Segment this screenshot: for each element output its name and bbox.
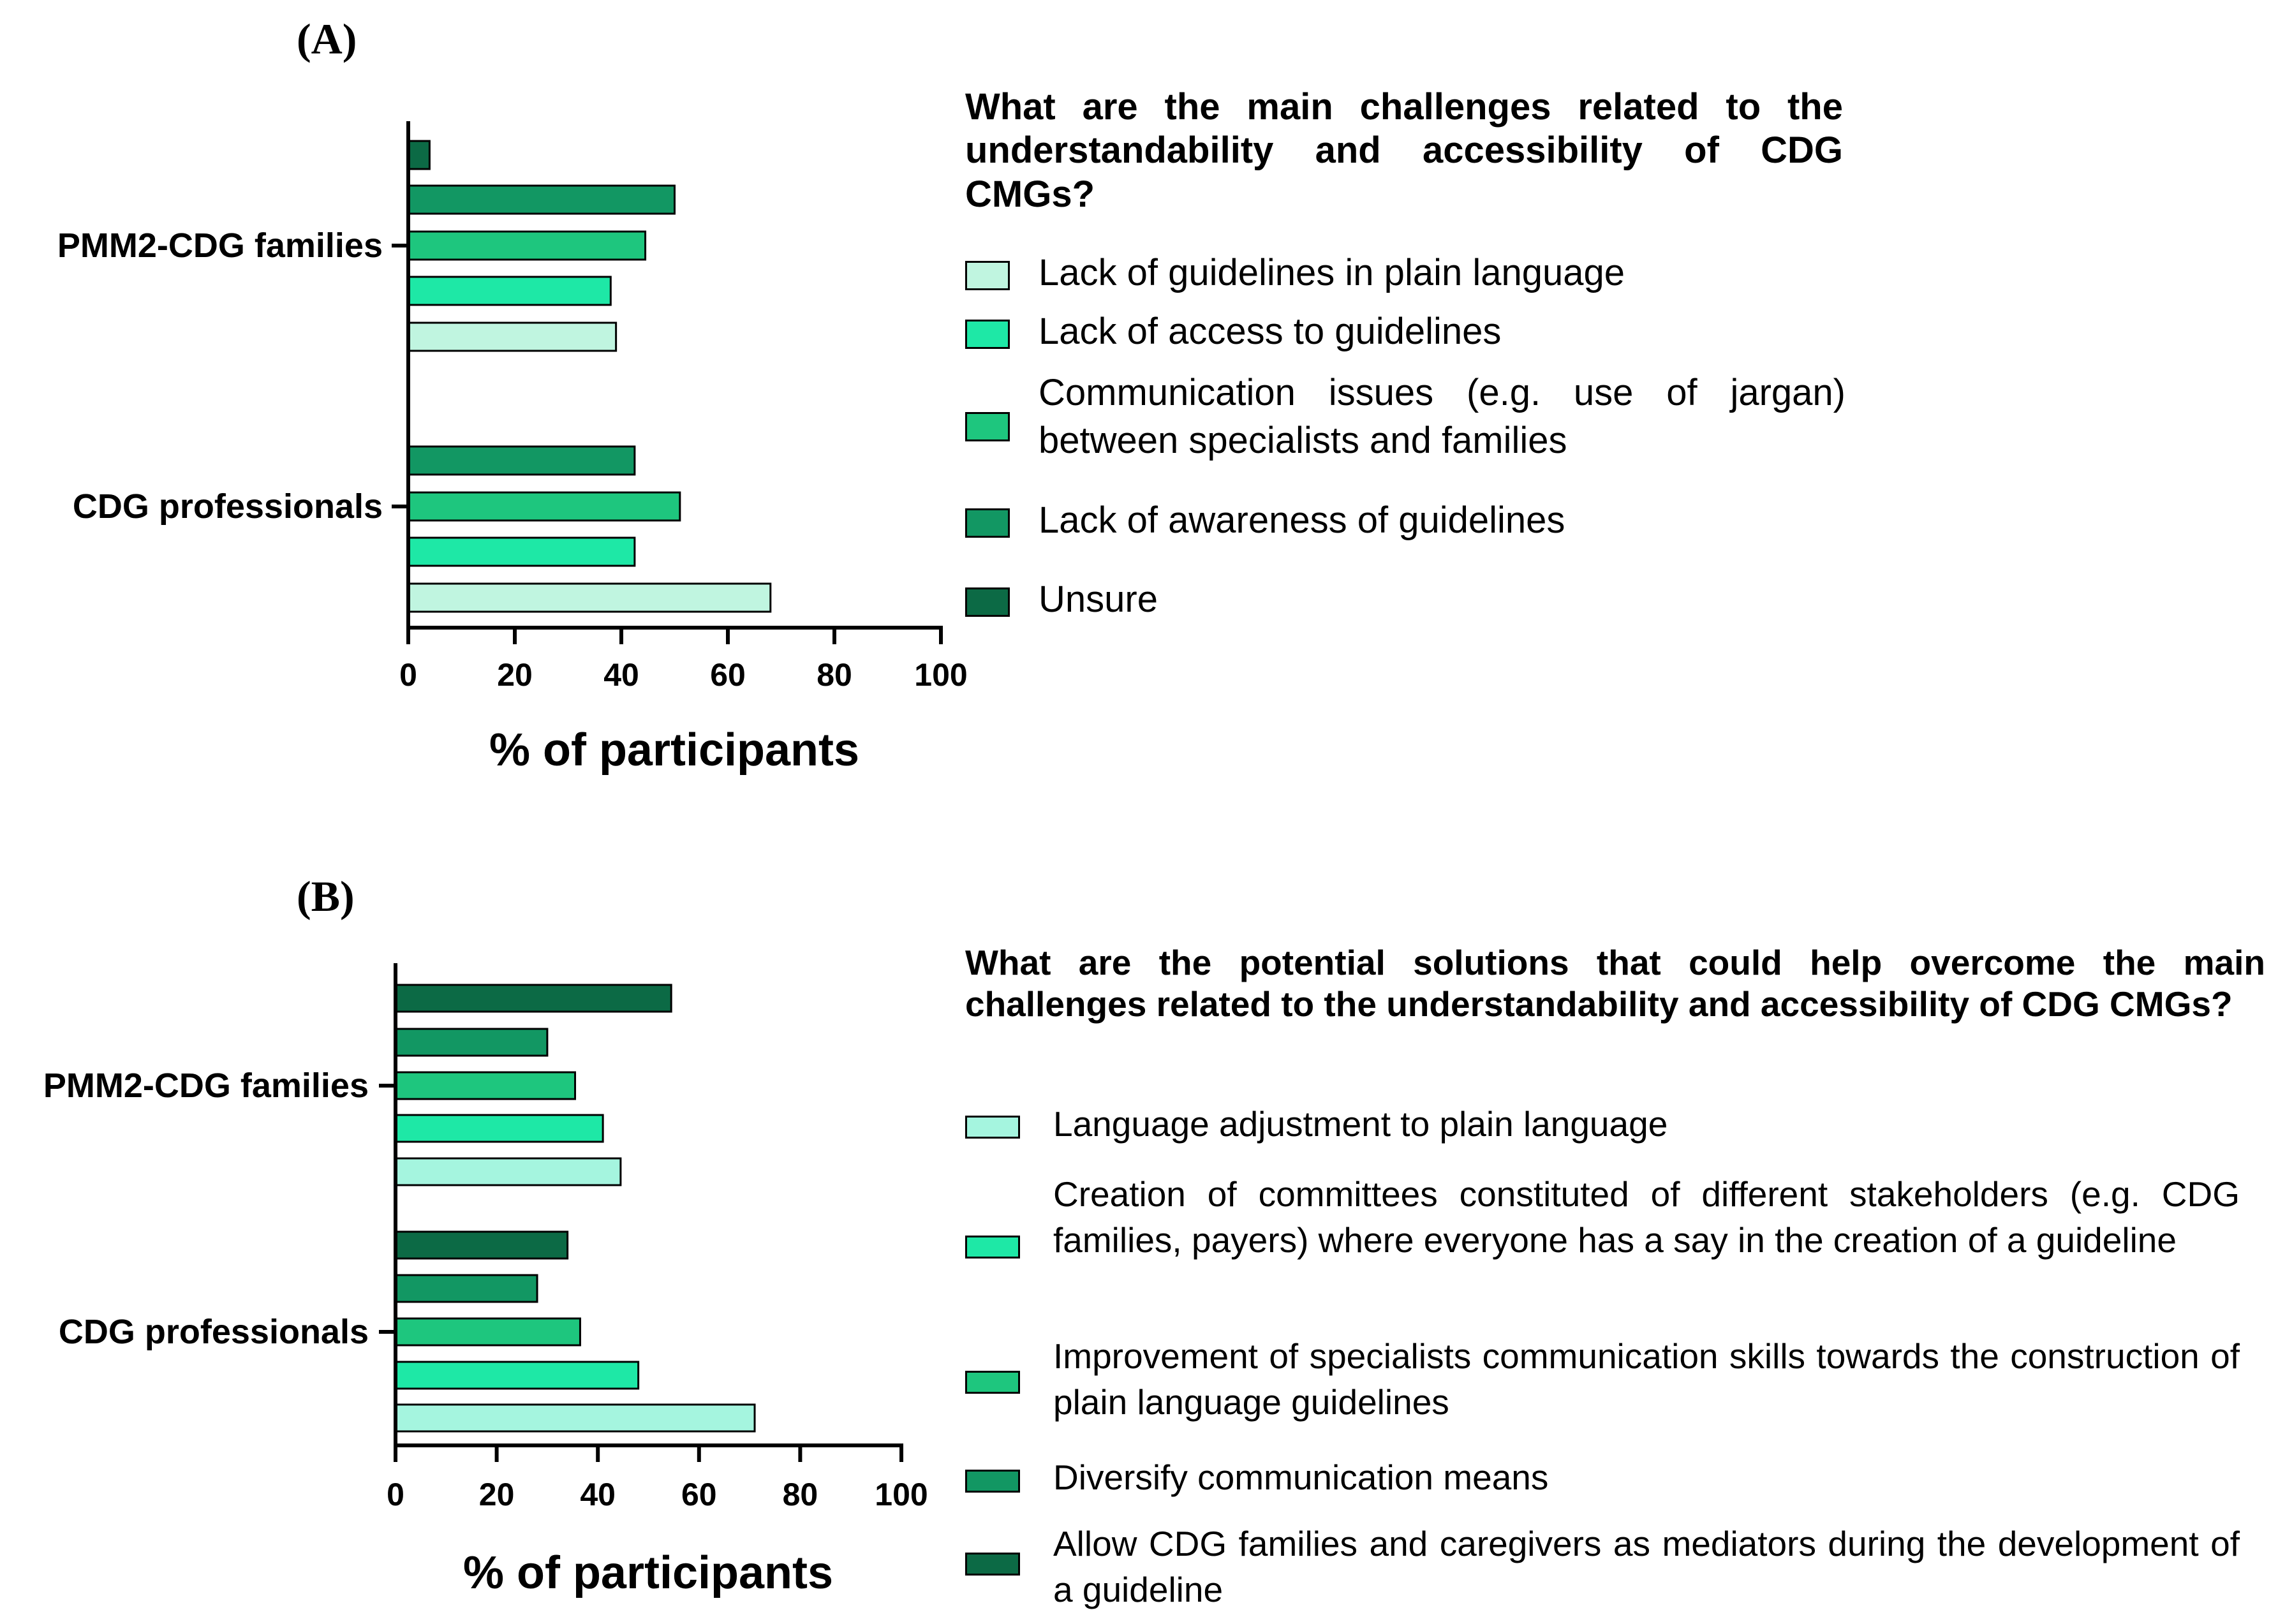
bar-b-cat0-series4 bbox=[394, 984, 672, 1013]
legend-a: What are the main challenges related to … bbox=[965, 85, 1845, 647]
legend-a-swatch-2 bbox=[965, 412, 1010, 441]
category-label-b-0: PMM2-CDG families bbox=[43, 1067, 369, 1105]
x-axis-title-a: % of participants bbox=[489, 725, 859, 776]
bar-b-cat1-series0 bbox=[394, 1403, 756, 1433]
bar-a-cat0-series4 bbox=[407, 140, 431, 170]
category-label-a-0: PMM2-CDG families bbox=[57, 226, 383, 265]
legend-a-swatch-0 bbox=[965, 261, 1010, 290]
legend-a-label-0: Lack of guidelines in plain language bbox=[1039, 252, 1625, 293]
legend-b-label-0: Language adjustment to plain language bbox=[1053, 1104, 1668, 1144]
panel-b: (B) 0 20 40 60 80 100 PMM2-CDG families CDG pro… bbox=[43, 872, 928, 1598]
chart-a: 0 20 40 60 80 100 PMM2-CDG families CDG profess… bbox=[57, 121, 968, 776]
bar-b-cat1-series4 bbox=[394, 1230, 569, 1260]
legend-b-title: What are the potential solutions that co… bbox=[965, 943, 2265, 1024]
x-tick-label-b-0: 0 bbox=[387, 1477, 404, 1512]
bar-b-cat1-series2 bbox=[394, 1317, 581, 1347]
bar-a-cat0-series2 bbox=[407, 230, 647, 261]
legend-b-swatch-2 bbox=[965, 1371, 1020, 1394]
bar-a-cat1-series0 bbox=[407, 582, 772, 613]
legend-a-label-3: Lack of awareness of guidelines bbox=[1039, 499, 1565, 541]
legend-b-label-2: Improvement of specialists communication… bbox=[1053, 1336, 2240, 1422]
x-tick-label-b-100: 100 bbox=[875, 1477, 928, 1512]
legend-b-label-1: Creation of committees constituted of di… bbox=[1053, 1174, 2240, 1260]
bar-b-cat0-series0 bbox=[394, 1157, 622, 1186]
chart-b: 0 20 40 60 80 100 PMM2-CDG families CDG profess… bbox=[43, 963, 928, 1598]
bar-a-cat0-series1 bbox=[407, 276, 612, 306]
x-tick-label-a-60: 60 bbox=[710, 657, 746, 693]
legend-b-swatch-0 bbox=[965, 1116, 1020, 1139]
bar-b-cat1-series3 bbox=[394, 1274, 538, 1303]
panel-a: (A) 0 20 40 60 80 100 PMM2-CDG families CDG pro… bbox=[57, 15, 968, 776]
x-tick-label-b-60: 60 bbox=[681, 1477, 717, 1512]
bar-b-cat0-series3 bbox=[394, 1028, 549, 1057]
bar-a-cat1-series3 bbox=[407, 445, 636, 476]
x-tick-label-a-80: 80 bbox=[817, 657, 852, 693]
x-tick-label-a-20: 20 bbox=[497, 657, 533, 693]
legend-b-swatch-1 bbox=[965, 1236, 1020, 1259]
legend-a-swatch-1 bbox=[965, 320, 1010, 349]
legend-b: What are the potential solutions that co… bbox=[965, 942, 2265, 1624]
legend-a-label-1: Lack of access to guidelines bbox=[1039, 311, 1502, 352]
bar-b-cat0-series2 bbox=[394, 1071, 577, 1100]
x-tick-label-a-100: 100 bbox=[914, 657, 967, 693]
category-label-b-1: CDG professionals bbox=[59, 1313, 369, 1351]
x-tick-label-a-0: 0 bbox=[399, 657, 417, 693]
legend-a-title: What are the main challenges related to … bbox=[965, 86, 1843, 215]
legend-a-label-4: Unsure bbox=[1039, 579, 1158, 620]
bar-a-cat0-series0 bbox=[407, 321, 618, 352]
panel-b-letter: (B) bbox=[297, 872, 355, 920]
x-tick-label-b-80: 80 bbox=[783, 1477, 818, 1512]
legend-a-swatch-4 bbox=[965, 587, 1010, 617]
x-axis-title-b: % of participants bbox=[463, 1547, 833, 1598]
legend-b-label-3: Diversify communication means bbox=[1053, 1458, 1549, 1497]
legend-b-label-4: Allow CDG families and caregivers as med… bbox=[1053, 1524, 2240, 1609]
x-tick-label-a-40: 40 bbox=[603, 657, 639, 693]
bar-b-cat1-series1 bbox=[394, 1361, 640, 1390]
panel-a-letter: (A) bbox=[297, 15, 357, 63]
bar-a-cat1-series1 bbox=[407, 536, 636, 567]
x-tick-label-b-40: 40 bbox=[580, 1477, 616, 1512]
legend-b-swatch-4 bbox=[965, 1553, 1020, 1576]
bar-a-cat0-series3 bbox=[407, 184, 676, 215]
bar-a-cat1-series2 bbox=[407, 491, 681, 522]
legend-a-swatch-3 bbox=[965, 508, 1010, 538]
legend-b-swatch-3 bbox=[965, 1470, 1020, 1493]
category-label-a-1: CDG professionals bbox=[73, 487, 383, 526]
bar-b-cat0-series1 bbox=[394, 1114, 604, 1143]
legend-a-label-2: Communication issues (e.g. use of jargan… bbox=[1039, 372, 1845, 462]
x-tick-label-b-20: 20 bbox=[479, 1477, 515, 1512]
